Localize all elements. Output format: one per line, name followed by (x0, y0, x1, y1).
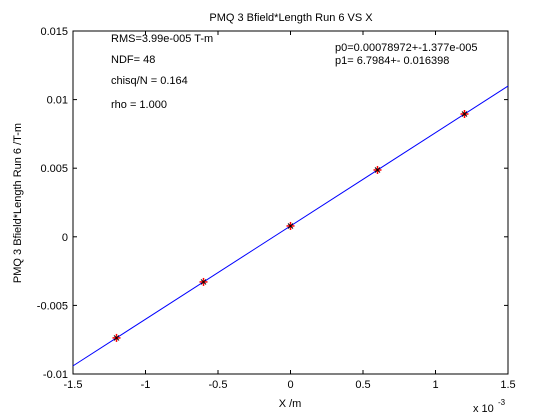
x-tick-label: 0.5 (355, 379, 370, 391)
x-axis: -1.5 -1 -0.5 0 0.5 1 1.5 (64, 31, 516, 391)
data-point (199, 277, 208, 286)
plot-frame (72, 30, 509, 375)
x-tick-label: 0 (287, 379, 293, 391)
x-tick-label: -1 (141, 379, 151, 391)
data-point (460, 110, 469, 119)
rms-annotation: RMS=3.99e-005 T-m (111, 33, 213, 45)
chart-title: PMQ 3 Bfield*Length Run 6 VS X (209, 12, 373, 24)
x-exponent: x 10 -3 (473, 398, 506, 415)
x-tick-label: 1 (432, 379, 438, 391)
chisq-annotation: chisq/N = 0.164 (111, 75, 188, 87)
fit-stats: RMS=3.99e-005 T-m NDF= 48 chisq/N = 0.16… (111, 33, 478, 111)
x-axis-title: X /m (279, 398, 302, 410)
y-tick-label: 0.01 (47, 95, 68, 107)
x-tick-label: 1.5 (500, 379, 515, 391)
x-tick-label: -1.5 (64, 379, 83, 391)
p1-annotation: p1= 6.7984+- 0.016398 (335, 55, 449, 67)
x-exponent-base: x 10 (473, 403, 494, 415)
y-tick-label: -0.005 (37, 300, 68, 312)
plot-area (72, 30, 509, 375)
y-tick-label: 0.015 (40, 26, 68, 38)
rho-annotation: rho = 1.000 (111, 99, 167, 111)
y-axis: -0.01 -0.005 0 0.005 0.01 0.015 (37, 26, 508, 381)
data-point (373, 165, 382, 174)
x-exponent-power: -3 (498, 398, 506, 407)
p0-annotation: p0=0.00078972+-1.377e-005 (335, 42, 478, 54)
ndf-annotation: NDF= 48 (111, 54, 155, 66)
data-point (112, 333, 121, 342)
y-tick-label: -0.01 (43, 369, 68, 381)
data-point (286, 221, 295, 230)
y-tick-label: 0 (62, 232, 68, 244)
y-tick-label: 0.005 (40, 163, 68, 175)
y-axis-title: PMQ 3 Bfield*Length Run 6 /T-m (12, 123, 24, 283)
data-points (112, 110, 469, 342)
x-tick-label: -0.5 (209, 379, 228, 391)
